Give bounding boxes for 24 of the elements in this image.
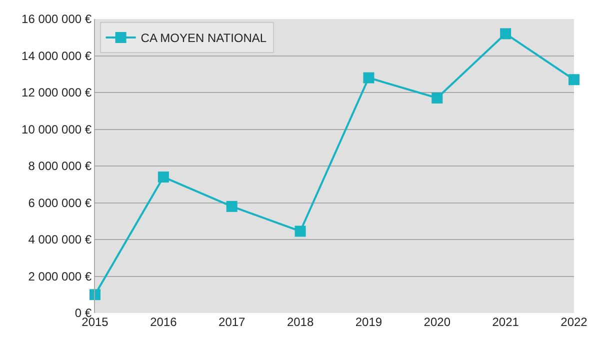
y-tick-label: 16 000 000 € bbox=[22, 12, 92, 26]
x-tick-label: 2016 bbox=[150, 315, 178, 329]
point bbox=[158, 172, 169, 183]
point bbox=[226, 200, 238, 212]
x-tick-label: 2017 bbox=[218, 315, 246, 329]
x-tick-label: 2019 bbox=[355, 315, 382, 329]
x-tick-label: 2021 bbox=[492, 315, 520, 329]
point bbox=[363, 72, 374, 84]
point bbox=[432, 92, 443, 104]
x-tick-label: 2020 bbox=[424, 315, 451, 329]
point bbox=[294, 226, 306, 237]
point bbox=[500, 28, 512, 40]
y-tick-label: 2 000 000 € bbox=[28, 269, 92, 284]
point bbox=[568, 74, 580, 86]
y-tick-label: 14 000 000 € bbox=[22, 48, 92, 63]
y-tick-label: 12 000 000 € bbox=[22, 86, 92, 100]
x-tick-label: 2018 bbox=[286, 315, 314, 329]
x-tick-label: 2022 bbox=[560, 315, 588, 329]
y-tick-label: 8 000 000 € bbox=[28, 159, 92, 174]
y-tick-label: 6 000 000 € bbox=[28, 196, 92, 210]
point bbox=[90, 289, 100, 300]
y-tick-label: 4 000 000 € bbox=[28, 232, 92, 247]
y-tick-label: 10 000 000 € bbox=[22, 122, 92, 136]
legend-label: CA MOYEN NATIONAL bbox=[140, 31, 267, 46]
